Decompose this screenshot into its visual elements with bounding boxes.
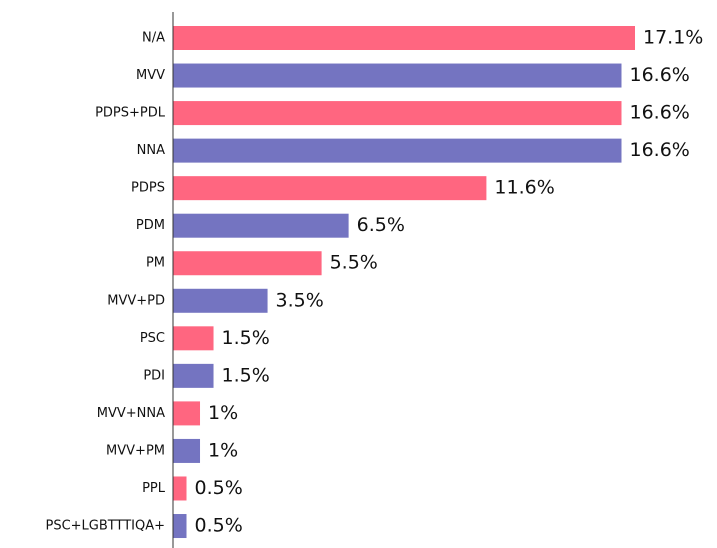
bar — [173, 26, 635, 50]
value-label: 1.5% — [222, 327, 270, 349]
value-label: 11.6% — [494, 177, 554, 199]
category-label: PM — [146, 256, 165, 271]
bar — [173, 476, 187, 501]
category-label: PDPS+PDL — [95, 106, 166, 121]
bar — [173, 514, 187, 539]
category-label: MVV+PM — [106, 443, 165, 458]
category-label: MVV+NNA — [97, 406, 165, 421]
bar — [173, 326, 214, 351]
bar — [173, 213, 349, 238]
category-label: MVV — [136, 68, 165, 83]
value-label: 17.1% — [643, 27, 703, 49]
category-label: N/A — [142, 31, 165, 46]
bar — [173, 176, 487, 201]
bar — [173, 101, 622, 126]
category-label: PPL — [142, 481, 166, 496]
category-label: PSC+LGBTTTIQA+ — [45, 519, 165, 534]
value-label: 3.5% — [276, 289, 324, 311]
value-label: 5.5% — [330, 252, 378, 274]
value-label: 16.6% — [629, 102, 689, 124]
bar — [173, 363, 214, 388]
bar — [173, 401, 201, 426]
bar — [173, 138, 622, 163]
value-label: 1.5% — [222, 364, 270, 386]
category-label: PDPS — [131, 181, 165, 196]
category-label: NNA — [137, 143, 165, 158]
value-label: 16.6% — [629, 64, 689, 86]
category-label: PDI — [143, 368, 165, 383]
bar — [173, 63, 622, 88]
bar — [173, 288, 268, 313]
value-label: 16.6% — [629, 139, 689, 161]
category-label: PSC — [140, 331, 165, 346]
bar — [173, 251, 322, 276]
value-label: 1% — [208, 439, 238, 461]
bar — [173, 438, 201, 463]
category-label: MVV+PD — [107, 293, 165, 308]
value-label: 6.5% — [357, 214, 405, 236]
value-label: 0.5% — [195, 477, 243, 499]
category-label: PDM — [136, 218, 165, 233]
value-label: 0.5% — [195, 515, 243, 537]
value-label: 1% — [208, 402, 238, 424]
